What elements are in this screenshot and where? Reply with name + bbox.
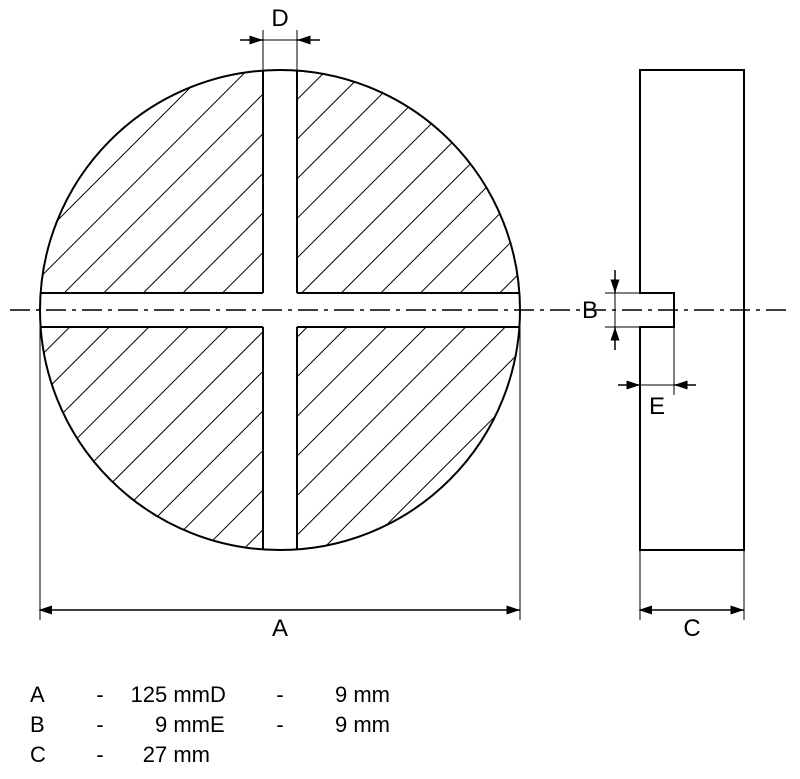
legend-row: C - 27 mm: [30, 740, 390, 770]
legend-dash: -: [80, 740, 120, 770]
legend-key: A: [30, 680, 80, 710]
legend-dash: -: [260, 680, 300, 710]
dim-label-c: C: [683, 615, 700, 642]
technical-drawing: A D C B E: [0, 0, 800, 670]
legend-key: C: [30, 740, 80, 770]
side-view: [640, 70, 744, 550]
legend-dash: -: [260, 710, 300, 740]
legend-value: 27 mm: [120, 740, 210, 770]
legend-value: 125 mm: [120, 680, 210, 710]
legend-value: 9 mm: [120, 710, 210, 740]
legend-value: 9 mm: [300, 680, 390, 710]
legend-dash: -: [80, 680, 120, 710]
legend-row: B - 9 mm E - 9 mm: [30, 710, 390, 740]
legend-key: E: [210, 710, 260, 740]
dim-label-d: D: [271, 5, 288, 32]
legend-key: D: [210, 680, 260, 710]
legend-dash: -: [80, 710, 120, 740]
dim-label-e: E: [649, 393, 665, 420]
dim-label-a: A: [272, 615, 288, 642]
dimension-d: D: [240, 5, 320, 70]
legend-row: A - 125 mm D - 9 mm: [30, 680, 390, 710]
dimension-legend: A - 125 mm D - 9 mm B - 9 mm E - 9 mm C: [30, 680, 390, 770]
legend-key: B: [30, 710, 80, 740]
dimension-c: C: [640, 550, 744, 642]
dim-label-b: B: [582, 297, 598, 324]
legend-value: 9 mm: [300, 710, 390, 740]
